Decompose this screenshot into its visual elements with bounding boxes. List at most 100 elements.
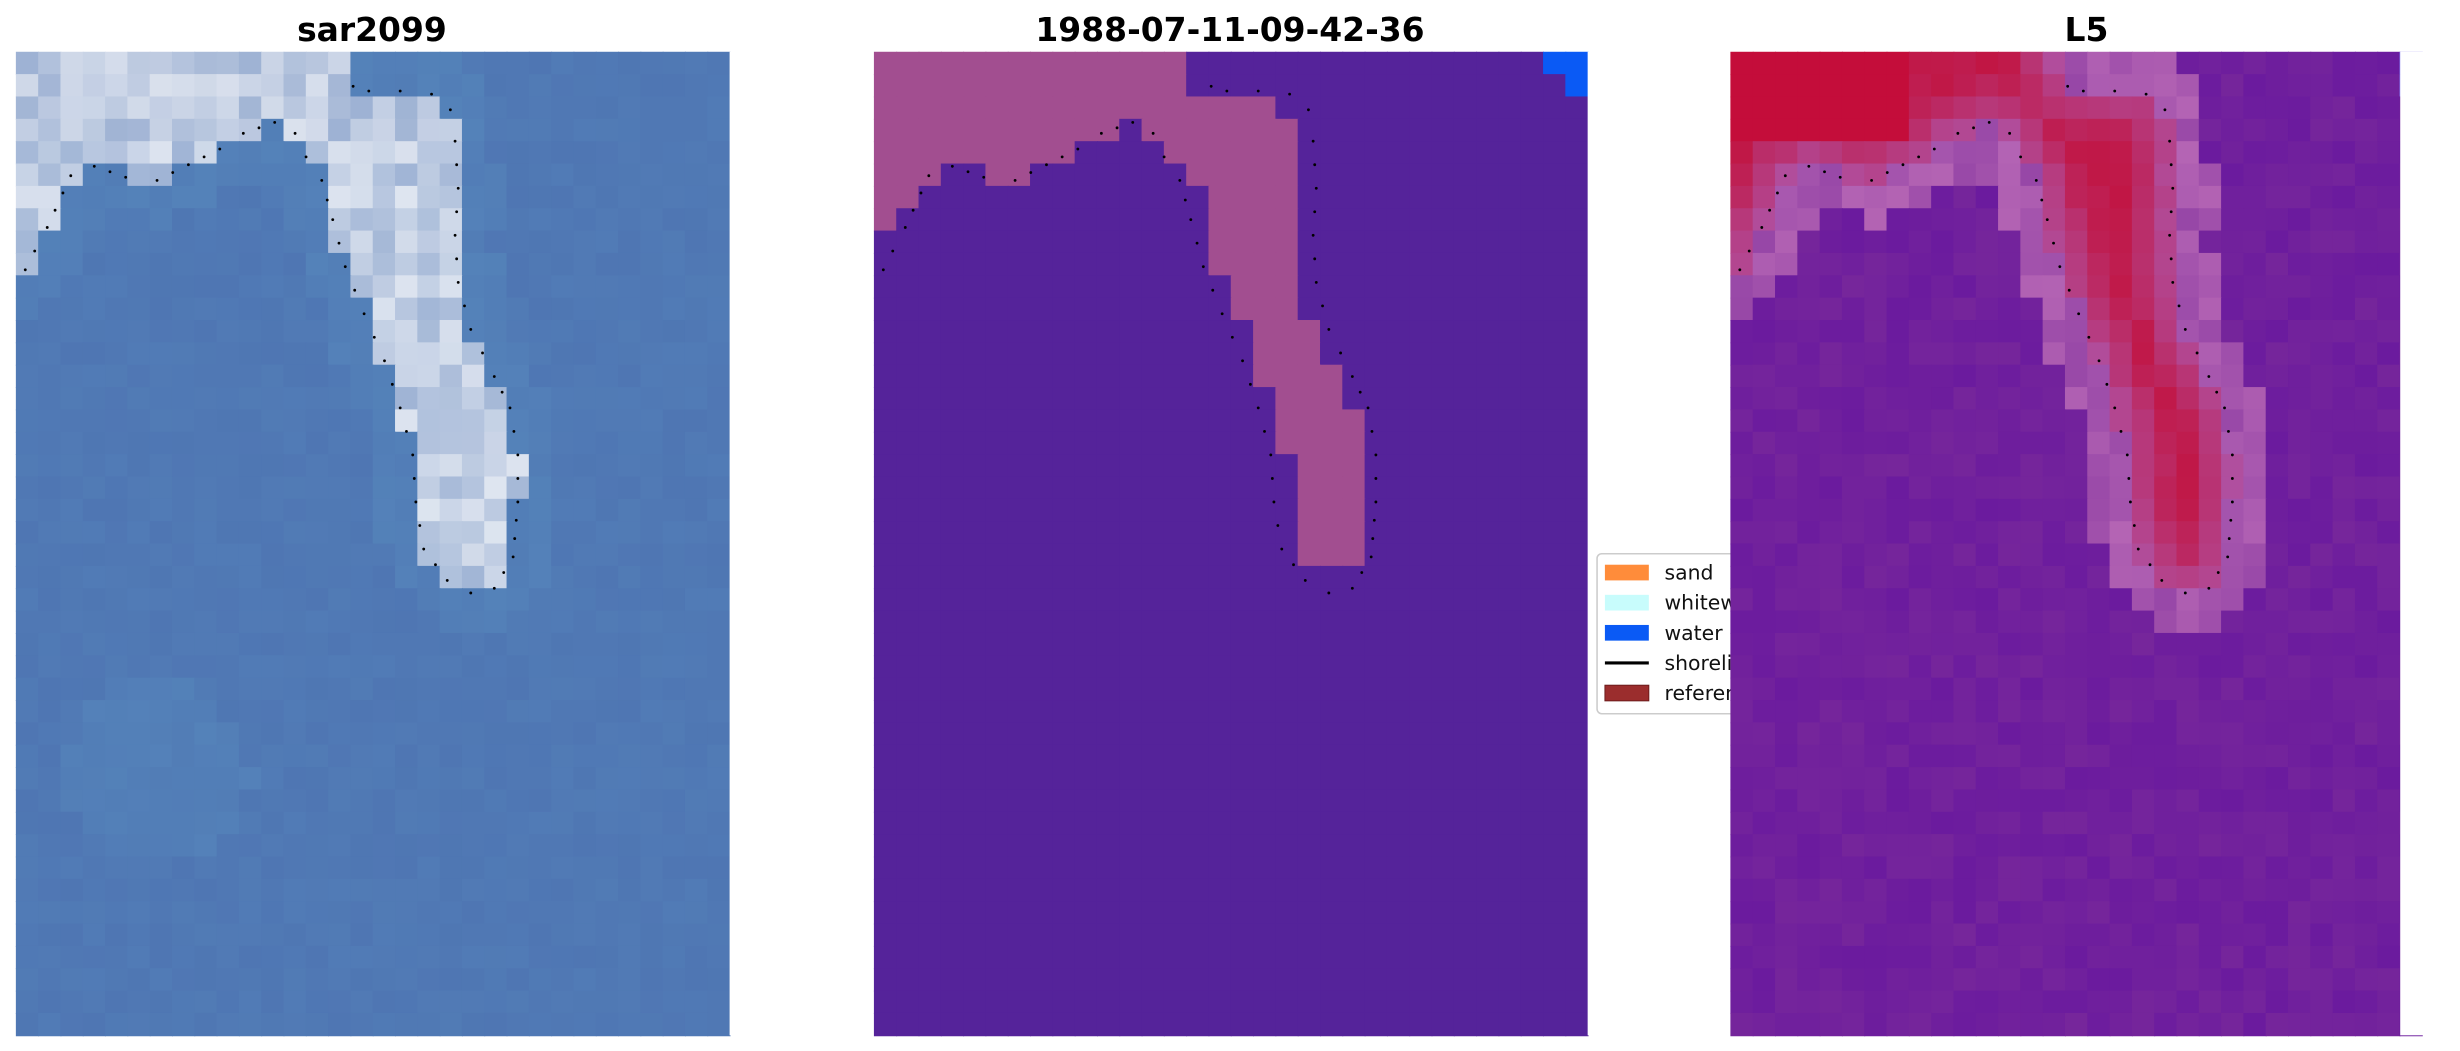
raster-cell: [60, 744, 84, 769]
raster-cell: [1208, 275, 1232, 299]
raster-cell: [1342, 163, 1366, 187]
raster-cell: [618, 387, 642, 411]
raster-cell: [439, 230, 463, 254]
raster-cell: [918, 141, 942, 165]
raster-cell: [1476, 431, 1500, 456]
raster-cell: [1208, 923, 1232, 947]
raster-cell: [238, 923, 263, 947]
raster-cell: [506, 320, 530, 344]
raster-cell: [1186, 431, 1210, 456]
raster-cell: [1841, 208, 1866, 232]
raster-cell: [1052, 677, 1076, 701]
shoreline-dot: [398, 89, 402, 93]
raster-cell: [1275, 409, 1299, 433]
raster-cell: [194, 990, 218, 1014]
shoreline-dot: [1314, 186, 1318, 190]
raster-cell: [350, 744, 374, 769]
raster-cell: [940, 252, 965, 277]
raster-cell: [238, 588, 263, 612]
raster-cell: [551, 834, 575, 858]
raster-cell: [194, 387, 218, 411]
raster-cell: [2176, 990, 2200, 1014]
raster-cell: [918, 968, 942, 992]
raster-cell: [216, 655, 240, 679]
raster-cell: [2042, 945, 2066, 970]
raster-cell: [963, 923, 987, 947]
raster-cell: [2176, 252, 2200, 277]
raster-cell: [2243, 588, 2267, 612]
shoreline-dot: [1917, 155, 1921, 159]
raster-cell: [873, 632, 898, 657]
raster-cell: [439, 320, 463, 344]
raster-cell: [1186, 901, 1210, 925]
raster-cell: [918, 923, 942, 947]
raster-cell: [2332, 722, 2356, 746]
raster-cell: [1007, 454, 1031, 478]
raster-cell: [1953, 297, 1977, 321]
raster-cell: [896, 565, 920, 590]
raster-cell: [918, 297, 942, 321]
raster-cell: [662, 476, 686, 500]
raster-cell: [1186, 409, 1210, 433]
raster-cell: [506, 387, 530, 411]
raster-cell: [82, 163, 107, 187]
raster-cell: [1752, 476, 1776, 500]
shoreline-dot: [982, 175, 986, 179]
raster-cell: [506, 632, 530, 657]
raster-cell: [1476, 610, 1500, 634]
raster-cell: [2288, 141, 2312, 165]
raster-cell: [1565, 945, 1589, 970]
raster-cell: [2198, 476, 2223, 500]
raster-cell: [350, 297, 374, 321]
raster-cell: [1074, 141, 1098, 165]
raster-cell: [1409, 990, 1433, 1014]
raster-cell: [2310, 945, 2334, 970]
raster-cell: [2310, 320, 2334, 344]
raster-cell: [2131, 185, 2156, 210]
raster-cell: [1409, 476, 1433, 500]
raster-cell: [38, 945, 62, 970]
raster-cell: [484, 923, 508, 947]
raster-cell: [707, 297, 731, 321]
raster-cell: [1052, 230, 1076, 254]
raster-cell: [1230, 364, 1255, 389]
shoreline-dot: [2168, 139, 2172, 143]
raster-cell: [82, 364, 107, 389]
raster-cell: [1141, 700, 1165, 724]
raster-cell: [1864, 431, 1888, 456]
raster-cell: [662, 722, 686, 746]
raster-cell: [2243, 96, 2267, 120]
raster-cell: [2243, 118, 2267, 143]
shoreline-dot: [516, 500, 520, 504]
raster-cell: [2354, 990, 2379, 1014]
raster-cell: [350, 387, 374, 411]
raster-cell: [1297, 51, 1321, 76]
raster-cell: [1975, 588, 2000, 612]
raster-cell: [2243, 968, 2267, 992]
raster-cell: [2243, 320, 2267, 344]
raster-cell: [707, 945, 731, 970]
raster-cell: [1998, 185, 2022, 210]
raster-cell: [1886, 342, 1910, 366]
raster-cell: [1730, 543, 1754, 567]
raster-cell: [1119, 677, 1143, 701]
raster-cell: [2354, 364, 2379, 389]
raster-cell: [1543, 744, 1567, 769]
raster-cell: [1030, 789, 1054, 813]
raster-cell: [305, 632, 330, 657]
raster-cell: [1431, 901, 1455, 925]
raster-cell: [1230, 342, 1255, 366]
raster-cell: [38, 834, 62, 858]
raster-cell: [216, 632, 240, 657]
raster-cell: [1119, 96, 1143, 120]
raster-cell: [2020, 677, 2044, 701]
raster-cell: [985, 655, 1009, 679]
raster-cell: [1819, 610, 1843, 634]
shoreline-dot: [2113, 89, 2117, 93]
raster-cell: [2154, 521, 2178, 545]
raster-cell: [2131, 297, 2156, 321]
raster-cell: [417, 565, 441, 590]
raster-cell: [1386, 565, 1411, 590]
raster-cell: [1953, 588, 1977, 612]
raster-cell: [506, 834, 530, 858]
